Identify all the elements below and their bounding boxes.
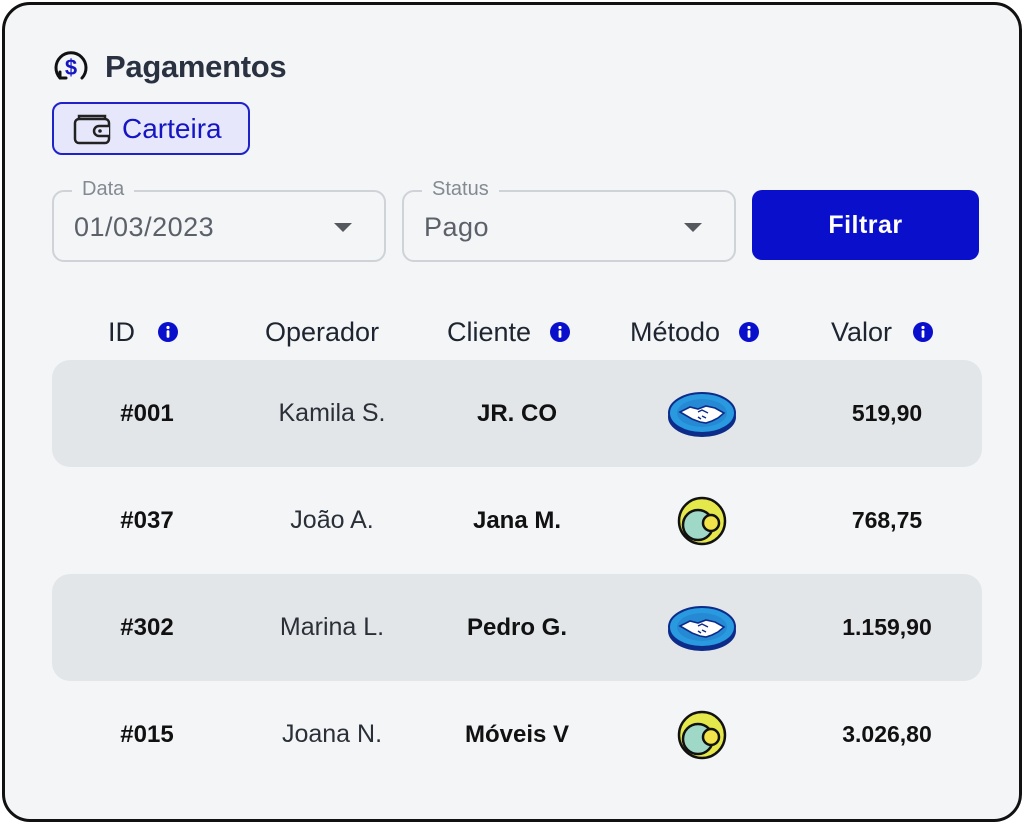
svg-text:$: $ xyxy=(65,55,77,80)
page-header: $ Pagamentos xyxy=(51,47,287,87)
column-header-metodo: Método xyxy=(630,312,760,352)
row-operador: Kamila S. xyxy=(278,399,386,427)
row-id: #015 xyxy=(120,720,174,748)
handshake-icon xyxy=(668,605,736,651)
row-valor: 3.026,80 xyxy=(842,721,932,747)
column-header-label: ID xyxy=(108,316,135,347)
date-value: 01/03/2023 xyxy=(74,212,215,242)
row-id: #302 xyxy=(120,613,174,641)
info-icon[interactable] xyxy=(738,321,760,343)
row-cliente: Jana M. xyxy=(472,506,562,534)
column-header-label: Cliente xyxy=(447,316,532,347)
status-select[interactable]: Status Pago xyxy=(402,178,736,262)
handshake-icon xyxy=(668,391,736,437)
chevron-down-icon xyxy=(684,223,702,232)
table-row[interactable]: #015 Joana N. Móveis V 3.026,80 xyxy=(52,681,982,788)
wallet-icon xyxy=(73,114,111,144)
column-header-id: ID xyxy=(108,312,179,352)
row-operador: Marina L. xyxy=(279,613,385,641)
row-metodo xyxy=(652,467,752,574)
row-metodo xyxy=(652,360,752,467)
row-cliente: Móveis V xyxy=(464,720,570,748)
row-operador: Joana N. xyxy=(281,720,383,748)
circle-logo-icon xyxy=(677,496,727,545)
row-valor: 519,90 xyxy=(851,400,923,426)
column-header-cliente: Cliente xyxy=(447,312,571,352)
row-cliente: Pedro G. xyxy=(466,613,568,641)
column-header-valor: Valor xyxy=(831,312,934,352)
date-select[interactable]: Data 01/03/2023 xyxy=(52,178,386,262)
filter-button[interactable]: Filtrar xyxy=(752,190,979,260)
circle-logo-icon xyxy=(677,710,727,759)
info-icon[interactable] xyxy=(157,321,179,343)
page-title: Pagamentos xyxy=(105,49,287,84)
chevron-down-icon xyxy=(334,223,352,232)
table-row[interactable]: #001 Kamila S. JR. CO 519,90 xyxy=(52,360,982,467)
table-row[interactable]: #037 João A. Jana M. 768,75 xyxy=(52,467,982,574)
row-operador: João A. xyxy=(290,506,374,534)
info-icon[interactable] xyxy=(549,321,571,343)
row-valor: 1.159,90 xyxy=(842,614,932,640)
dollar-cycle-icon: $ xyxy=(54,51,88,80)
row-valor: 768,75 xyxy=(851,507,923,533)
row-id: #001 xyxy=(120,399,174,427)
column-header-label: Método xyxy=(630,316,721,347)
wallet-tab[interactable]: Carteira xyxy=(52,102,250,155)
wallet-tab-label: Carteira xyxy=(122,112,222,144)
table-row[interactable]: #302 Marina L. Pedro G. 1.159,90 xyxy=(52,574,982,681)
row-metodo xyxy=(652,681,752,788)
row-cliente: JR. CO xyxy=(476,399,557,427)
date-label: Data xyxy=(72,178,135,201)
row-metodo xyxy=(652,574,752,681)
status-label: Status xyxy=(422,178,499,201)
column-header-label: Valor xyxy=(831,316,893,347)
row-id: #037 xyxy=(120,506,174,534)
column-header-operador: Operador xyxy=(265,312,379,352)
status-value: Pago xyxy=(424,212,490,242)
info-icon[interactable] xyxy=(912,321,934,343)
column-header-label: Operador xyxy=(265,316,380,347)
